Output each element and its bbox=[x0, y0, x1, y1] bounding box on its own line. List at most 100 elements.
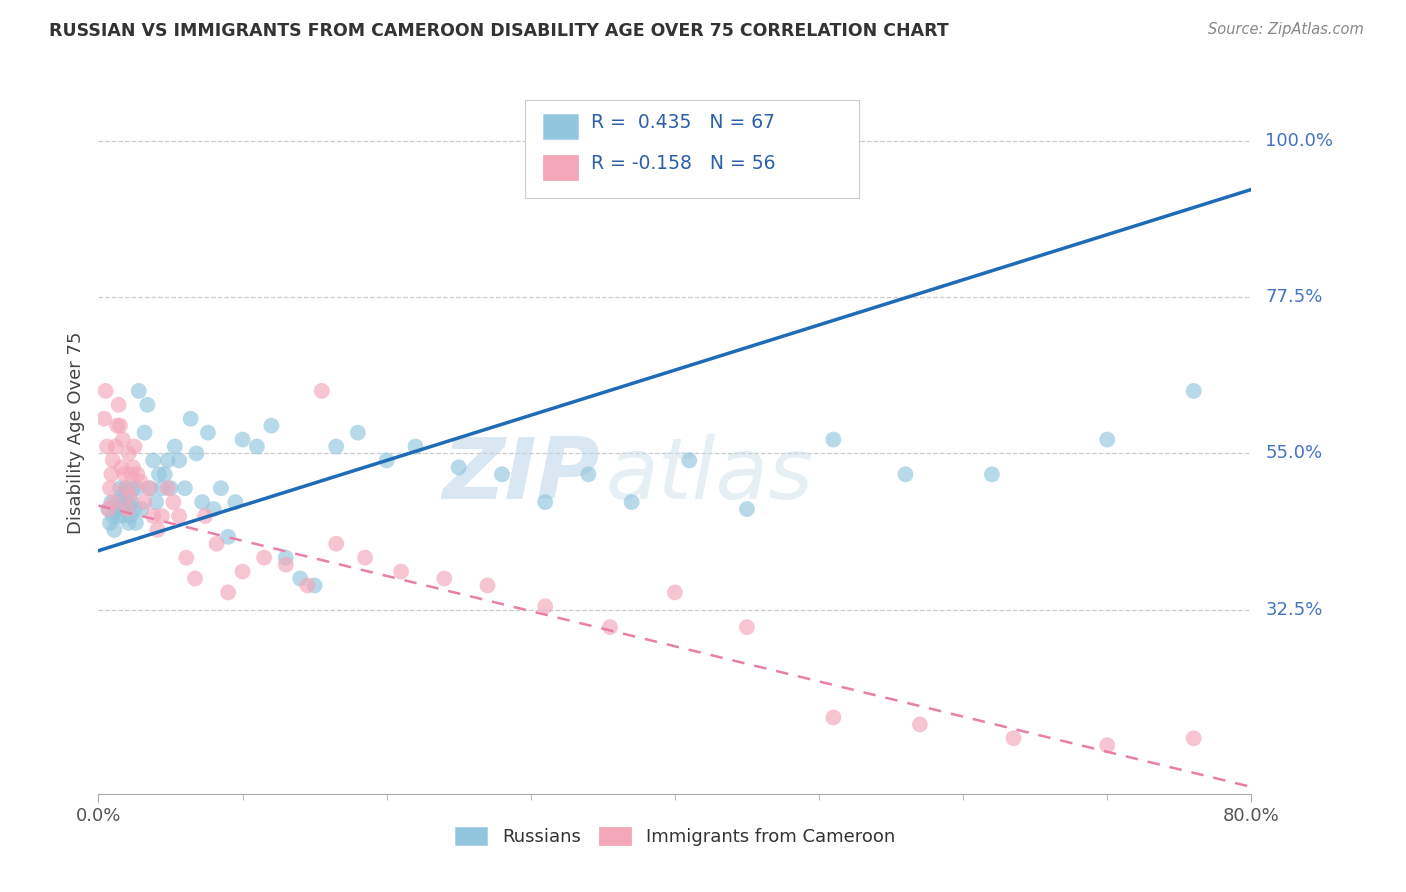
Point bbox=[735, 502, 758, 516]
FancyBboxPatch shape bbox=[544, 113, 578, 139]
Text: Source: ZipAtlas.com: Source: ZipAtlas.com bbox=[1208, 22, 1364, 37]
Point bbox=[620, 495, 643, 509]
Point bbox=[156, 453, 179, 467]
Point bbox=[145, 495, 167, 509]
Point bbox=[112, 467, 135, 482]
Point bbox=[217, 530, 239, 544]
Point bbox=[98, 481, 121, 495]
Point bbox=[297, 578, 319, 592]
Point bbox=[124, 502, 146, 516]
Text: 32.5%: 32.5% bbox=[1265, 601, 1323, 619]
Point bbox=[114, 481, 136, 495]
Point bbox=[136, 398, 159, 412]
Point bbox=[139, 481, 162, 495]
Point bbox=[124, 440, 146, 454]
Point bbox=[111, 433, 134, 447]
Point bbox=[534, 599, 557, 614]
Point bbox=[107, 398, 129, 412]
Text: ZIP: ZIP bbox=[443, 434, 600, 517]
Point bbox=[105, 508, 128, 523]
Point bbox=[128, 384, 150, 398]
Point bbox=[186, 446, 208, 460]
Point bbox=[103, 495, 125, 509]
Point bbox=[191, 495, 214, 509]
Point bbox=[194, 508, 217, 523]
Point bbox=[110, 508, 132, 523]
Point bbox=[104, 440, 127, 454]
Point bbox=[120, 488, 142, 502]
Point bbox=[205, 537, 228, 551]
Point bbox=[125, 516, 148, 530]
Point bbox=[197, 425, 219, 440]
Point bbox=[127, 467, 149, 482]
Point bbox=[184, 572, 207, 586]
Text: R =  0.435   N = 67: R = 0.435 N = 67 bbox=[591, 113, 775, 132]
Point bbox=[231, 433, 254, 447]
Point bbox=[122, 460, 145, 475]
Point bbox=[246, 440, 269, 454]
Point bbox=[354, 550, 377, 565]
Point bbox=[117, 502, 139, 516]
Text: 100.0%: 100.0% bbox=[1265, 132, 1333, 150]
Point bbox=[93, 411, 115, 425]
Text: atlas: atlas bbox=[606, 434, 814, 517]
Point bbox=[114, 481, 136, 495]
Point bbox=[105, 418, 128, 433]
Point bbox=[97, 502, 120, 516]
Text: 77.5%: 77.5% bbox=[1265, 288, 1323, 306]
Point bbox=[97, 502, 120, 516]
Point bbox=[260, 418, 283, 433]
Point bbox=[122, 481, 145, 495]
Point bbox=[447, 460, 470, 475]
Point bbox=[146, 523, 169, 537]
Point bbox=[120, 508, 142, 523]
Point bbox=[325, 440, 347, 454]
Point bbox=[150, 508, 173, 523]
Point bbox=[375, 453, 398, 467]
Point bbox=[894, 467, 917, 482]
Point bbox=[110, 460, 132, 475]
Point bbox=[121, 467, 143, 482]
Point bbox=[127, 481, 149, 495]
Point bbox=[100, 495, 122, 509]
Legend: Russians, Immigrants from Cameroon: Russians, Immigrants from Cameroon bbox=[447, 820, 903, 854]
Point bbox=[664, 585, 686, 599]
Text: R = -0.158   N = 56: R = -0.158 N = 56 bbox=[591, 153, 775, 173]
FancyBboxPatch shape bbox=[524, 100, 859, 198]
Point bbox=[163, 440, 186, 454]
Point bbox=[153, 467, 176, 482]
Point bbox=[129, 475, 152, 489]
Text: 55.0%: 55.0% bbox=[1265, 444, 1323, 462]
Point bbox=[108, 481, 131, 495]
Point bbox=[678, 453, 700, 467]
Point bbox=[224, 495, 246, 509]
Point bbox=[1097, 738, 1119, 752]
Y-axis label: Disability Age Over 75: Disability Age Over 75 bbox=[66, 331, 84, 534]
Point bbox=[908, 717, 931, 731]
Point bbox=[346, 425, 368, 440]
Point bbox=[103, 523, 125, 537]
Point bbox=[96, 440, 118, 454]
FancyBboxPatch shape bbox=[544, 154, 578, 180]
Point bbox=[156, 481, 179, 495]
Point bbox=[290, 572, 312, 586]
Point bbox=[94, 384, 117, 398]
Point bbox=[274, 558, 297, 572]
Point bbox=[209, 481, 232, 495]
Point bbox=[167, 508, 190, 523]
Point bbox=[823, 710, 845, 724]
Point bbox=[304, 578, 326, 592]
Point bbox=[231, 565, 254, 579]
Point bbox=[111, 488, 134, 502]
Point bbox=[1182, 384, 1205, 398]
Point bbox=[180, 411, 202, 425]
Point bbox=[131, 502, 153, 516]
Point bbox=[491, 467, 513, 482]
Point bbox=[108, 418, 131, 433]
Point bbox=[174, 481, 197, 495]
Point bbox=[98, 516, 121, 530]
Point bbox=[138, 481, 160, 495]
Point bbox=[162, 495, 184, 509]
Point bbox=[599, 620, 621, 634]
Point bbox=[253, 550, 276, 565]
